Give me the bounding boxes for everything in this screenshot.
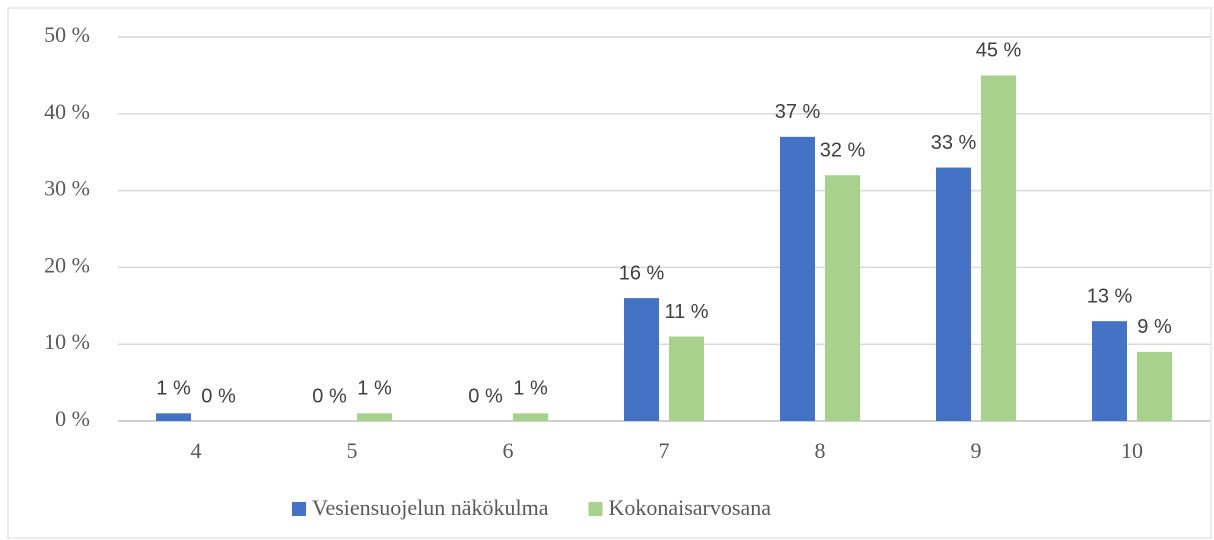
- x-tick-label: 9: [971, 438, 982, 463]
- bar: [513, 413, 548, 421]
- y-tick-label: 10 %: [44, 329, 90, 354]
- legend-label: Kokonaisarvosana: [608, 495, 771, 520]
- bar: [936, 167, 971, 421]
- data-label: 9 %: [1137, 316, 1172, 338]
- y-tick-label: 20 %: [44, 252, 90, 277]
- x-tick-label: 8: [815, 438, 826, 463]
- bar: [624, 298, 659, 421]
- bar: [780, 136, 815, 421]
- chart-frame: [7, 7, 1212, 539]
- data-label: 1 %: [357, 378, 392, 400]
- y-tick-label: 50 %: [44, 22, 90, 47]
- bar: [357, 413, 392, 421]
- bar: [825, 175, 860, 421]
- bar: [1092, 321, 1127, 421]
- y-tick-label: 40 %: [44, 99, 90, 124]
- x-tick-label: 6: [503, 438, 514, 463]
- y-tick-label: 0 %: [55, 406, 90, 431]
- data-label: 0 %: [201, 385, 236, 407]
- bar: [156, 413, 191, 421]
- data-label: 45 %: [976, 40, 1022, 62]
- bar: [981, 75, 1016, 422]
- data-label: 1 %: [156, 378, 191, 400]
- data-label: 13 %: [1087, 285, 1133, 307]
- x-tick-label: 4: [191, 438, 202, 463]
- x-tick-label: 7: [659, 438, 670, 463]
- data-label: 0 %: [468, 385, 503, 407]
- bar: [669, 336, 704, 421]
- data-label: 37 %: [775, 101, 821, 123]
- bar: [1137, 351, 1172, 421]
- legend-swatch: [292, 502, 306, 516]
- y-tick-label: 30 %: [44, 176, 90, 201]
- data-label: 0 %: [312, 385, 347, 407]
- data-label: 32 %: [820, 140, 866, 162]
- data-label: 11 %: [664, 301, 708, 323]
- legend-label: Vesiensuojelun näkökulma: [312, 495, 549, 520]
- data-label: 33 %: [931, 132, 977, 154]
- x-tick-label: 5: [347, 438, 358, 463]
- x-tick-label: 10: [1121, 438, 1143, 463]
- data-label: 1 %: [513, 378, 548, 400]
- legend-swatch: [588, 502, 603, 516]
- data-label: 16 %: [619, 262, 665, 284]
